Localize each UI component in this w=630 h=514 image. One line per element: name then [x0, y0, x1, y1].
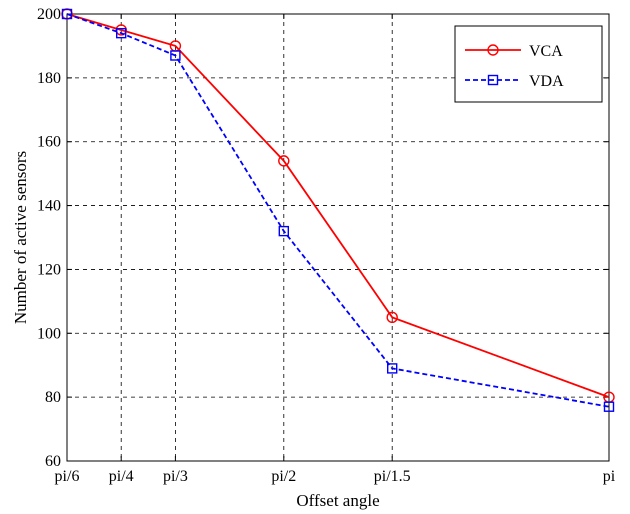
- y-tick-label: 80: [45, 389, 61, 406]
- y-tick-label: 140: [37, 198, 61, 215]
- x-tick-label: pi/4: [109, 468, 134, 485]
- data-point-vda: [115, 27, 127, 39]
- data-point-vda: [61, 8, 73, 20]
- series-group: [61, 8, 615, 412]
- data-point-vda: [387, 363, 398, 374]
- series-line-vda: [66, 13, 610, 408]
- series-line-vca: [66, 13, 610, 398]
- y-tick-label: 60: [45, 453, 61, 470]
- data-point-vda: [278, 225, 289, 237]
- x-tick-label: pi/6: [55, 468, 80, 485]
- legend: VCA VDA: [454, 25, 603, 103]
- legend-label-vda: VDA: [529, 73, 564, 90]
- y-tick-label: 100: [37, 325, 61, 342]
- series-vda: [61, 8, 615, 412]
- y-tick-label: 200: [37, 6, 61, 23]
- data-point-vda: [603, 401, 615, 412]
- x-tick-label: pi/3: [163, 468, 188, 485]
- y-axis-title: Number of active sensors: [11, 151, 30, 324]
- plot-frame: [66, 13, 610, 462]
- data-point-vda: [170, 50, 181, 61]
- data-point-vca: [278, 155, 290, 167]
- x-tick-label: pi/1.5: [374, 468, 411, 485]
- y-tick-label: 120: [37, 261, 61, 278]
- legend-label-vca: VCA: [529, 43, 563, 60]
- data-point-vca: [386, 311, 398, 324]
- legend-box: [454, 25, 603, 103]
- y-tick-label: 180: [37, 70, 61, 87]
- x-tick-label: pi/2: [271, 468, 296, 485]
- x-axis-title: Offset angle: [296, 491, 379, 510]
- legend-marker-vda: [487, 74, 499, 86]
- axes: 60 80 100 120 140 160 180 200 pi/6 pi/4 pi/3 pi/2 pi…: [37, 6, 616, 485]
- y-tick-label: 160: [37, 134, 61, 151]
- legend-marker-vca: [487, 44, 499, 56]
- x-tick-label: pi: [603, 468, 616, 485]
